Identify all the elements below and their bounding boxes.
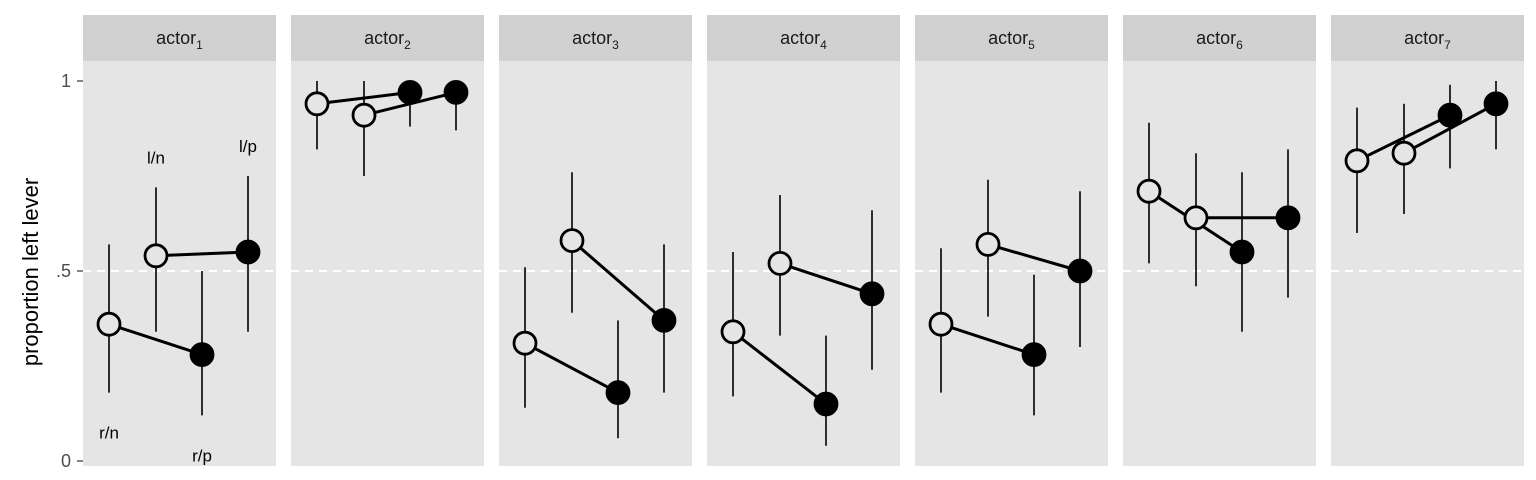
y-axis: 0.51 xyxy=(56,71,83,471)
facet-panel: actor7 xyxy=(1331,15,1524,466)
connector-line xyxy=(155,250,249,258)
panel-background xyxy=(1331,61,1524,466)
point-open xyxy=(720,319,746,345)
connector-line xyxy=(108,322,203,357)
point-open xyxy=(975,231,1001,257)
point-filled xyxy=(397,80,423,105)
y-axis-title: proportion left lever xyxy=(18,178,43,366)
connector-line xyxy=(779,261,873,296)
facet-strip xyxy=(83,15,276,61)
point-filled xyxy=(189,342,215,368)
facet-strip xyxy=(1123,15,1316,61)
point-open xyxy=(96,311,122,337)
condition-annotation: l/p xyxy=(239,137,257,156)
point-filled xyxy=(1437,102,1463,128)
y-tick-label: 1 xyxy=(61,71,71,91)
facet-strip xyxy=(291,15,484,61)
point-filled xyxy=(813,391,839,417)
point-open xyxy=(1183,205,1209,231)
point-open xyxy=(928,311,954,337)
condition-annotation: r/p xyxy=(192,446,212,465)
facet-strip xyxy=(1331,15,1524,61)
facet-panel: actor4 xyxy=(707,15,900,466)
point-filled xyxy=(1229,239,1255,265)
point-open xyxy=(512,330,538,356)
facet-panel: actor1 r/n l/n r/p l/p xyxy=(83,15,276,466)
point-filled xyxy=(651,307,677,333)
point-filled xyxy=(1067,258,1093,284)
facet-strip-label: actor1 xyxy=(156,28,203,52)
condition-annotation: r/n xyxy=(99,424,119,443)
y-tick-label: 0 xyxy=(61,451,71,471)
facet-strip xyxy=(707,15,900,61)
facet-panel: actor6 xyxy=(1123,15,1316,466)
panels: actor1 r/n l/n r/p l/p actor2 actor3 actor4 acto… xyxy=(83,15,1524,466)
connector-line xyxy=(316,90,411,106)
connector-line xyxy=(524,341,619,394)
condition-annotation: l/n xyxy=(147,148,165,167)
point-filled xyxy=(443,80,469,105)
facet-panel: actor5 xyxy=(915,15,1108,466)
point-open xyxy=(351,102,377,128)
point-open xyxy=(559,228,585,254)
facet-strip xyxy=(499,15,692,61)
point-filled xyxy=(235,239,261,265)
connector-line xyxy=(1403,102,1497,155)
point-filled xyxy=(1275,205,1301,231)
facet-strip-label: actor3 xyxy=(572,28,619,52)
facet-strip-label: actor7 xyxy=(1404,28,1451,52)
facet-strip-label: actor5 xyxy=(988,28,1035,52)
connector-line xyxy=(987,242,1081,273)
point-filled xyxy=(1483,91,1509,117)
panel-background xyxy=(499,61,692,466)
point-filled xyxy=(605,380,631,406)
panel-background xyxy=(707,61,900,466)
facet-panel: actor3 xyxy=(499,15,692,466)
facet-strip-label: actor6 xyxy=(1196,28,1243,52)
panel-background xyxy=(291,61,484,466)
point-open xyxy=(143,243,169,269)
point-filled xyxy=(1021,342,1047,368)
panel-background xyxy=(1123,61,1316,466)
facet-strip xyxy=(915,15,1108,61)
point-open xyxy=(304,91,330,117)
point-open xyxy=(1391,140,1417,166)
connector-line xyxy=(1356,113,1451,163)
point-open xyxy=(1136,178,1162,204)
facet-strip-label: actor2 xyxy=(364,28,411,52)
facet-panel: actor2 xyxy=(291,15,484,466)
connector-line xyxy=(732,330,827,406)
point-open xyxy=(767,250,793,276)
point-open xyxy=(1344,148,1370,174)
facet-strip-label: actor4 xyxy=(780,28,827,52)
connector-line xyxy=(571,239,665,322)
y-tick-label: .5 xyxy=(56,261,71,281)
connector-line xyxy=(940,322,1035,357)
point-filled xyxy=(859,281,885,307)
